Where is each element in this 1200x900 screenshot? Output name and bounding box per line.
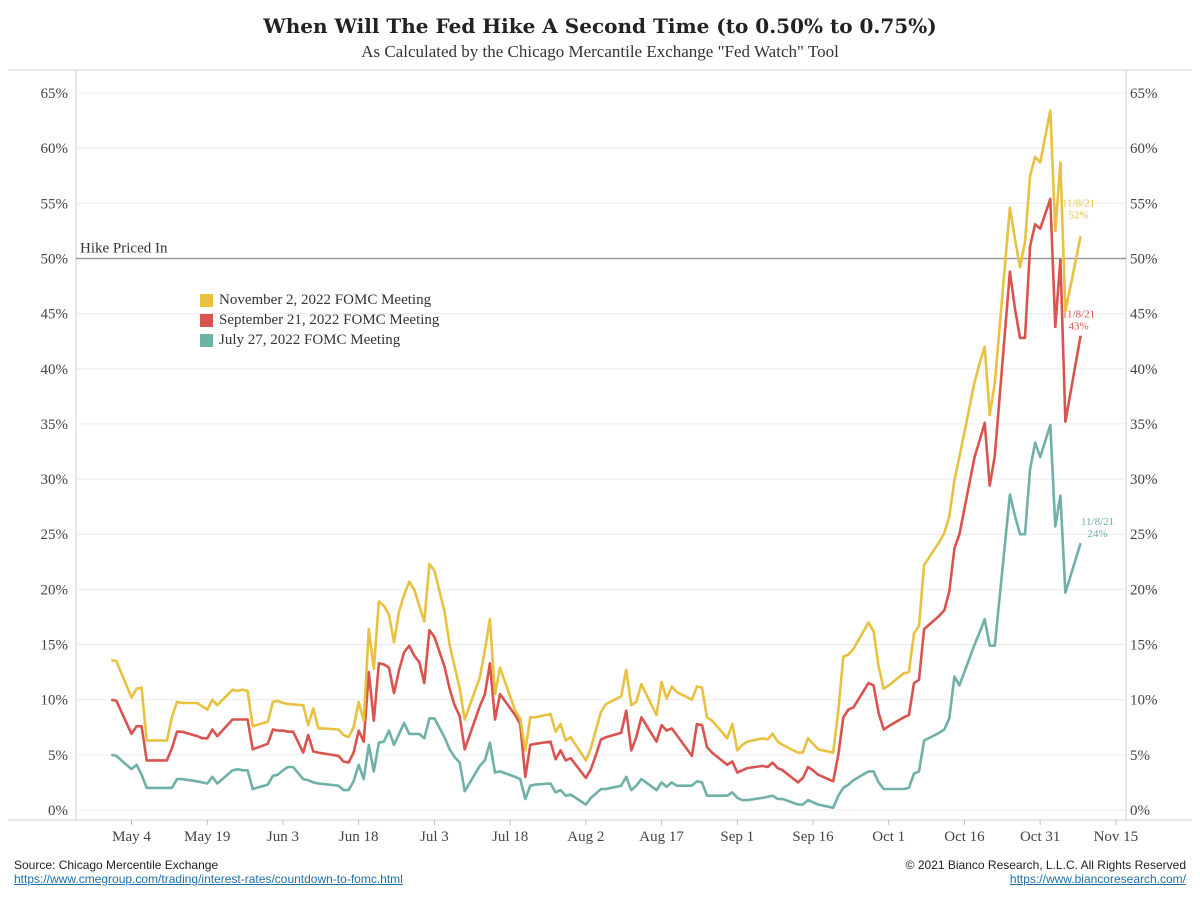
y-tick-label-right-50: 50% — [1130, 251, 1158, 267]
y-tick-label-right-10: 10% — [1130, 693, 1158, 709]
y-tick-label-right-30: 30% — [1130, 472, 1158, 488]
legend-label-sep: September 21, 2022 FOMC Meeting — [219, 311, 440, 328]
y-tick-label-right-45: 45% — [1130, 307, 1158, 323]
series-line-nov — [111, 109, 1082, 762]
x-tick-label-4: Jul 3 — [420, 829, 449, 845]
legend-item-nov: November 2, 2022 FOMC Meeting — [200, 290, 439, 310]
y-tick-label-left-10: 10% — [41, 693, 69, 709]
y-tick-label-left-40: 40% — [41, 362, 69, 378]
end-label-date-sep: 11/8/21 — [1062, 309, 1095, 321]
end-label-date-jul: 11/8/21 — [1081, 516, 1114, 528]
x-tick-label-13: Nov 15 — [1094, 829, 1139, 845]
series-line-jul — [111, 423, 1082, 810]
y-tick-label-right-5: 5% — [1130, 748, 1150, 764]
legend-label-nov: November 2, 2022 FOMC Meeting — [219, 291, 432, 308]
x-tick-label-11: Oct 16 — [944, 829, 985, 845]
end-label-value-nov: 52% — [1068, 209, 1088, 221]
chart-subtitle: As Calculated by the Chicago Mercantile … — [361, 42, 839, 61]
y-tick-label-right-55: 55% — [1130, 196, 1158, 212]
source-link[interactable]: https://www.cmegroup.com/trading/interes… — [14, 872, 403, 886]
y-tick-label-left-0: 0% — [48, 803, 68, 819]
end-label-value-jul: 24% — [1087, 528, 1107, 540]
x-tick-label-1: May 19 — [184, 829, 230, 845]
source-block: Source: Chicago Mercentile Exchange http… — [14, 858, 403, 886]
x-tick-label-3: Jun 18 — [339, 829, 379, 845]
y-tick-label-left-60: 60% — [41, 141, 69, 157]
x-tick-label-9: Sep 16 — [792, 829, 834, 845]
y-tick-label-left-20: 20% — [41, 582, 69, 598]
x-tick-label-0: May 4 — [112, 829, 151, 845]
y-tick-label-right-20: 20% — [1130, 582, 1158, 598]
end-label-value-sep: 43% — [1068, 321, 1088, 333]
y-tick-label-left-30: 30% — [41, 472, 69, 488]
y-tick-label-left-5: 5% — [48, 748, 68, 764]
y-tick-label-left-25: 25% — [41, 527, 69, 543]
y-tick-label-left-65: 65% — [41, 86, 69, 102]
x-tick-label-8: Sep 1 — [720, 829, 754, 845]
end-label-date-nov: 11/8/21 — [1062, 197, 1095, 209]
legend-swatch-jul — [200, 333, 213, 347]
y-tick-label-left-50: 50% — [41, 251, 69, 267]
x-tick-label-7: Aug 17 — [639, 829, 684, 845]
legend-swatch-nov — [200, 293, 213, 307]
source-text: Source: Chicago Mercentile Exchange — [14, 858, 219, 872]
y-tick-label-right-15: 15% — [1130, 638, 1158, 654]
copyright-text: © 2021 Bianco Research, L.L.C. All Right… — [905, 858, 1186, 872]
y-tick-label-right-40: 40% — [1130, 362, 1158, 378]
x-tick-label-12: Oct 31 — [1020, 829, 1060, 845]
legend-item-jul: July 27, 2022 FOMC Meeting — [200, 330, 439, 350]
y-tick-label-left-35: 35% — [41, 417, 69, 433]
chart-legend: November 2, 2022 FOMC Meeting September … — [200, 290, 439, 350]
legend-item-sep: September 21, 2022 FOMC Meeting — [200, 310, 439, 330]
y-tick-label-right-65: 65% — [1130, 86, 1158, 102]
y-tick-label-right-0: 0% — [1130, 803, 1150, 819]
series-line-sep — [111, 197, 1082, 784]
x-tick-label-6: Aug 2 — [567, 829, 604, 845]
x-tick-label-5: Jul 18 — [492, 829, 528, 845]
legend-swatch-sep — [200, 313, 213, 327]
y-tick-label-right-35: 35% — [1130, 417, 1158, 433]
y-tick-label-left-15: 15% — [41, 638, 69, 654]
x-tick-label-10: Oct 1 — [872, 829, 905, 845]
site-link[interactable]: https://www.biancoresearch.com/ — [1009, 872, 1186, 886]
legend-label-jul: July 27, 2022 FOMC Meeting — [219, 331, 401, 348]
hike-priced-in-label: Hike Priced In — [80, 240, 168, 256]
copyright-block: © 2021 Bianco Research, L.L.C. All Right… — [906, 858, 1186, 886]
chart-title: When Will The Fed Hike A Second Time (to… — [263, 14, 937, 38]
y-tick-label-left-55: 55% — [41, 196, 69, 212]
y-tick-label-left-45: 45% — [41, 307, 69, 323]
y-tick-label-right-60: 60% — [1130, 141, 1158, 157]
x-tick-label-2: Jun 3 — [267, 829, 299, 845]
y-tick-label-right-25: 25% — [1130, 527, 1158, 543]
